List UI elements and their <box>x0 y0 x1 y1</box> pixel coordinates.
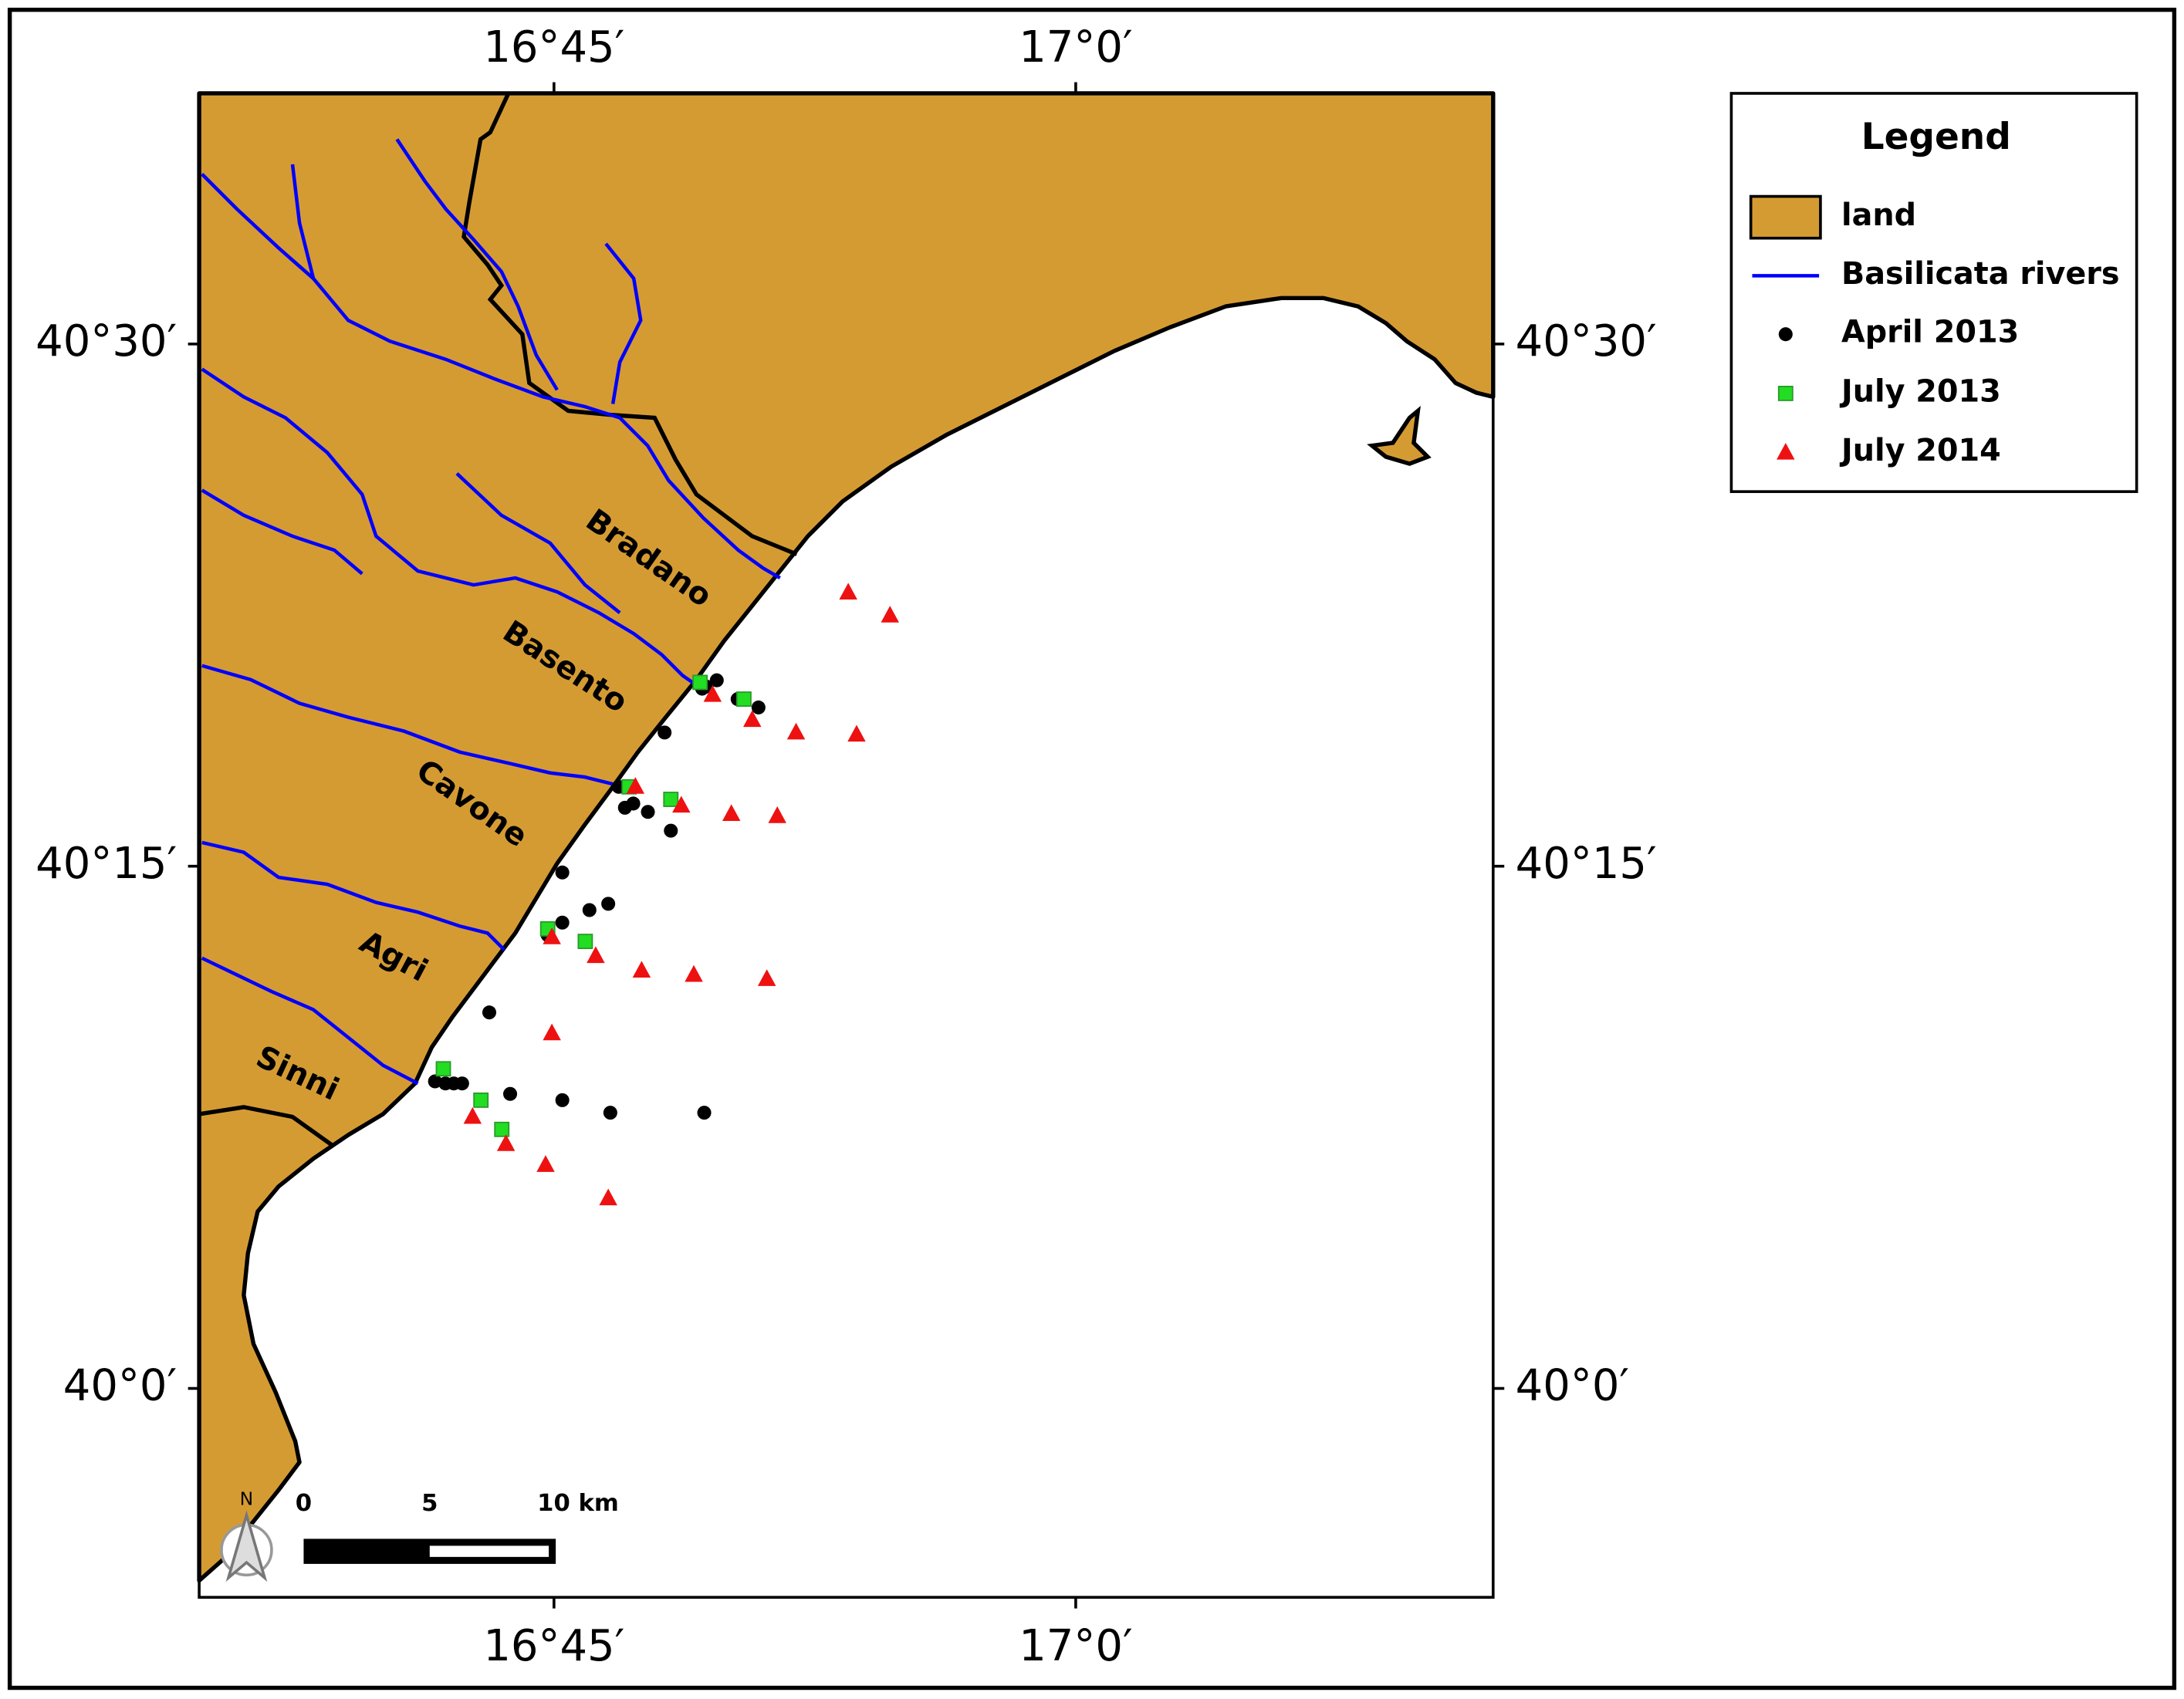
river <box>201 840 505 951</box>
legend-marker <box>1777 442 1795 460</box>
y-tick-label: 40°30′ <box>35 316 177 366</box>
point <box>582 903 597 917</box>
river <box>201 173 781 580</box>
point <box>658 725 672 740</box>
legend-label: July 2013 <box>1839 373 2001 409</box>
point <box>626 796 641 811</box>
point <box>839 583 857 600</box>
land <box>197 91 1496 1583</box>
point <box>482 1005 497 1020</box>
legend-label: April 2013 <box>1841 315 2019 350</box>
point <box>632 961 651 978</box>
point <box>641 805 655 819</box>
land-layer <box>197 91 1496 1583</box>
region-boundary <box>198 1105 333 1147</box>
point <box>786 722 806 740</box>
north-arrow: N <box>220 1488 273 1582</box>
river <box>201 488 363 576</box>
river <box>201 956 419 1086</box>
legend-label: land <box>1841 198 1916 233</box>
legend: Legend land Basilicata rivers April 2013 Ju… <box>1729 92 2138 493</box>
point <box>626 777 645 794</box>
legend-label: July 2014 <box>1839 433 2001 468</box>
y-tick-label: 40°30′ <box>1516 316 1657 366</box>
point <box>428 1074 442 1089</box>
river <box>455 472 621 614</box>
rivers <box>201 138 781 1086</box>
scale-label: 10 km <box>537 1490 619 1517</box>
legend-swatch <box>1749 194 1822 240</box>
point <box>847 725 866 742</box>
point <box>587 946 605 964</box>
point <box>463 1106 482 1124</box>
sample-points <box>428 583 899 1206</box>
point <box>743 710 762 728</box>
river <box>395 138 559 391</box>
y-tick-label: 40°15′ <box>1516 839 1657 889</box>
map-frame <box>198 92 1495 1599</box>
x-tick-label: 17°0′ <box>1019 1621 1132 1671</box>
point <box>543 927 561 944</box>
point <box>599 1188 617 1206</box>
point <box>494 1121 510 1137</box>
point <box>757 969 776 986</box>
land-island <box>1367 405 1432 466</box>
point <box>543 1023 561 1041</box>
point <box>664 823 678 838</box>
x-tick-label: 16°45′ <box>483 1621 624 1671</box>
scale-label: 0 <box>296 1490 312 1517</box>
scale-bar: 0 5 10 km <box>296 1490 619 1564</box>
point <box>768 806 786 823</box>
point <box>881 606 899 623</box>
legend-marker <box>1778 327 1793 342</box>
point <box>703 685 722 702</box>
point <box>663 792 679 807</box>
legend-title: Legend <box>1861 116 2011 158</box>
point <box>709 673 724 687</box>
point <box>697 1106 712 1120</box>
y-tick-label: 40°15′ <box>35 839 177 889</box>
point <box>736 691 752 708</box>
point <box>672 795 691 813</box>
point <box>496 1134 516 1151</box>
point <box>555 865 570 880</box>
north-label: N <box>240 1488 254 1509</box>
legend-marker <box>1777 385 1794 401</box>
point <box>692 674 708 691</box>
legend-box <box>1729 92 2138 493</box>
river <box>201 367 698 687</box>
river <box>604 242 643 404</box>
point <box>577 934 593 950</box>
point <box>685 964 703 982</box>
x-tick-label: 16°45′ <box>483 22 624 73</box>
point <box>751 700 766 714</box>
point <box>435 1061 451 1077</box>
point <box>503 1086 518 1101</box>
point <box>473 1092 489 1108</box>
x-tick-label: 17°0′ <box>1019 22 1132 73</box>
legend-label: Basilicata rivers <box>1841 256 2120 292</box>
scale-label: 5 <box>421 1490 438 1517</box>
river <box>290 164 316 279</box>
point <box>601 897 616 911</box>
y-tick-label: 40°0′ <box>1516 1361 1629 1411</box>
region-boundary <box>461 92 798 556</box>
point <box>536 1155 555 1172</box>
point <box>555 915 570 930</box>
point <box>603 1106 617 1120</box>
point <box>722 804 741 822</box>
north-arrow-shape <box>225 1510 268 1582</box>
point <box>555 1093 570 1107</box>
y-tick-label: 40°0′ <box>63 1361 177 1411</box>
scale-bar-segment <box>429 1545 549 1557</box>
point <box>455 1076 469 1091</box>
river <box>201 664 631 789</box>
